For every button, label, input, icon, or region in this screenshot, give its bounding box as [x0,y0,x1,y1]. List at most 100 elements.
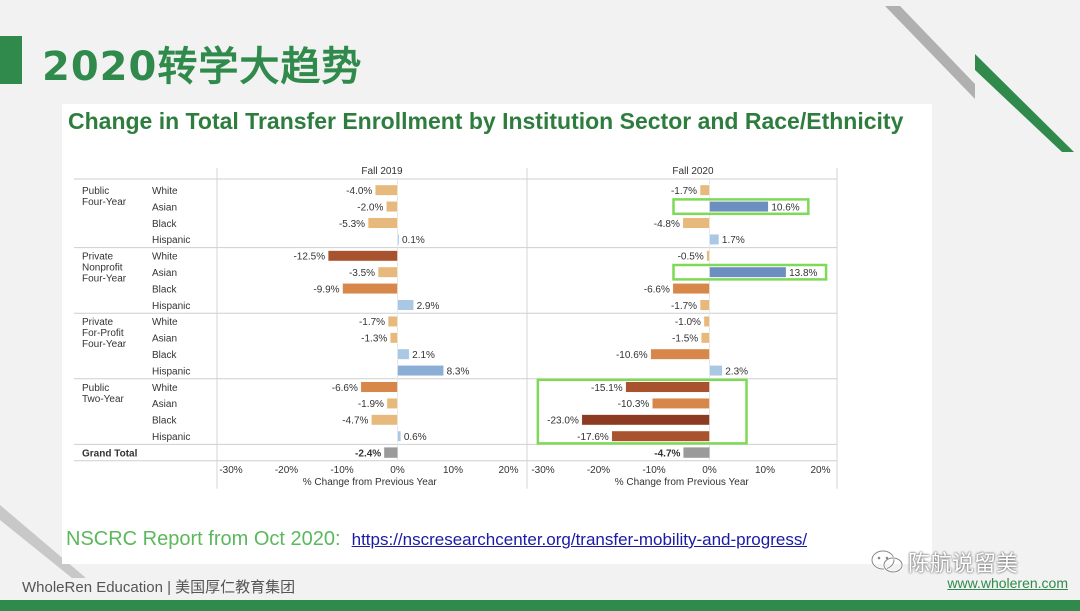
bar [367,217,398,229]
data-label: -4.8% [654,219,680,230]
bar [327,250,398,262]
x-axis-label: % Change from Previous Year [303,477,438,488]
data-label: 0.6% [404,432,427,443]
transfer-enrollment-chart: Fall 2019 Fall 2020PublicFour-YearPrivate… [74,166,838,489]
highlight-box [672,263,828,281]
data-label: 13.8% [789,268,817,279]
category-label: White [152,383,178,394]
category-label: Black [152,219,177,230]
data-label: -1.9% [358,399,384,410]
grand-total-value: -2.4% [355,448,381,459]
chart-panel: Change in Total Transfer Enrollment by I… [62,104,932,564]
bar [700,332,710,344]
grand-total-bar [683,447,710,458]
category-label: Asian [152,334,177,345]
category-label: Hispanic [152,301,190,312]
data-label: 8.3% [447,366,470,377]
tick-label: -20% [275,465,298,476]
tick-label: -20% [587,465,610,476]
tick-label: -30% [219,465,242,476]
category-label: Hispanic [152,366,190,377]
group-label: Private [82,317,114,328]
data-label: 2.3% [725,366,748,377]
source-label: NSCRC Report from Oct 2020: [66,528,341,550]
watermark-text: 陈航说留美 [908,552,1019,577]
data-label: -6.6% [644,284,670,295]
bar [377,266,398,278]
bar [703,315,710,327]
tick-label: -30% [531,465,554,476]
footer-bar [0,600,1080,611]
bar [682,217,710,229]
data-label: 2.9% [417,301,440,312]
bar [652,398,710,409]
footer-company: WholeRen Education | 美国厚仁教育集团 [22,579,296,596]
data-label: -4.7% [342,416,368,427]
tick-label: 0% [702,465,717,476]
category-label: White [152,186,178,197]
bar [706,250,710,262]
bar [611,430,710,442]
bar [699,184,710,196]
wechat-watermark: 陈航说留美 [870,546,1018,578]
bar [625,381,710,393]
data-label: 0.1% [402,235,425,246]
data-label: -4.0% [346,186,372,197]
data-label: 1.7% [722,235,745,246]
data-label: -1.7% [359,317,385,328]
grand-total-value: -4.7% [654,448,680,459]
data-label: 2.1% [412,350,435,361]
group-label: Public [82,186,109,197]
group-label: Nonprofit [82,263,123,274]
panel-header-1: Fall 2020 [672,166,714,177]
tick-label: -10% [642,465,665,476]
data-label: -0.5% [678,252,704,263]
category-label: Black [152,416,177,427]
bar [397,233,400,245]
group-label: Public [82,383,109,394]
data-label: -5.3% [339,219,365,230]
category-label: Black [152,284,177,295]
bar [386,201,398,213]
bar [342,283,398,294]
group-label: For-Profit [82,328,124,339]
chart-title: Change in Total Transfer Enrollment by I… [68,108,904,134]
data-label: -6.6% [332,383,358,394]
tick-label: 10% [755,465,775,476]
title-accent-bar [0,36,22,84]
bar [387,315,398,327]
data-label: -10.3% [618,399,650,410]
data-label: -12.5% [293,252,325,263]
group-label: Private [82,252,114,263]
panel-header-0: Fall 2019 [361,166,403,177]
category-label: Black [152,350,177,361]
highlight-box [672,198,810,216]
bar [397,365,444,376]
category-label: Asian [152,399,177,410]
bar [397,430,402,442]
tick-label: 0% [390,465,405,476]
source-link[interactable]: https://nscresearchcenter.org/transfer-m… [351,530,808,549]
wechat-icon [870,549,904,574]
bar [709,233,720,245]
category-label: Hispanic [152,235,190,246]
footer-website-link[interactable]: www.wholeren.com [947,575,1068,591]
bar [581,414,710,426]
x-axis-label: % Change from Previous Year [615,477,750,488]
bar [390,332,398,344]
bar [397,299,414,311]
data-label: -1.7% [671,301,697,312]
tick-label: 20% [810,465,830,476]
data-label: -1.0% [675,317,701,328]
bar [709,201,769,213]
group-label: Four-Year [82,197,127,208]
slide-title: 2020转学大趋势 [42,44,363,90]
data-label: -1.3% [361,334,387,345]
category-label: Asian [152,268,177,279]
data-label: -2.0% [357,202,383,213]
data-label: -3.5% [349,268,375,279]
bar [699,299,710,311]
group-label: Two-Year [82,394,125,405]
tick-label: 10% [443,465,463,476]
bar [386,398,398,409]
